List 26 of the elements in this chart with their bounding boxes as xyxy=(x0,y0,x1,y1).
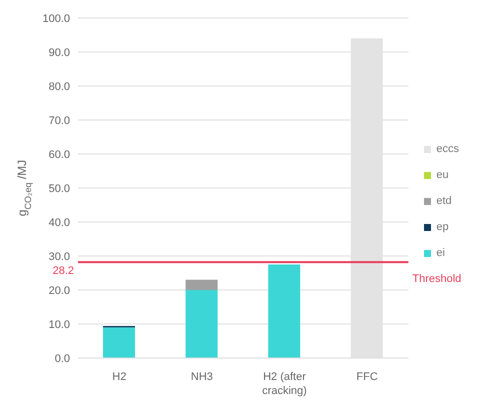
x-tick-label: H2 xyxy=(112,371,126,383)
y-tick-label: 90.0 xyxy=(48,46,70,59)
x-tick-label: NH3 xyxy=(190,371,213,383)
y-tick-label: 0.0 xyxy=(54,352,70,365)
x-tick-label: H2 (after cracking) xyxy=(262,371,307,397)
bar xyxy=(186,290,218,358)
legend-label: ep xyxy=(436,221,449,233)
text: 28.2 xyxy=(52,265,74,278)
y-tick-label: 50.0 xyxy=(48,182,70,195)
y-tick-label: 80.0 xyxy=(48,80,70,93)
bar xyxy=(103,327,135,358)
y-tick-label: 30.0 xyxy=(48,250,70,263)
y-tick-label: 60.0 xyxy=(48,148,70,161)
y-tick-label: 70.0 xyxy=(48,114,70,127)
legend-label: eccs xyxy=(436,143,459,155)
y-tick-label: 20.0 xyxy=(48,284,70,297)
ref-line-label: Threshold xyxy=(412,273,462,286)
y-tick-label: 100.0 xyxy=(42,12,70,25)
x-tick-label: FFC xyxy=(356,371,378,383)
y-tick-label: 10.0 xyxy=(48,318,70,331)
bar xyxy=(186,280,218,290)
bar xyxy=(268,264,300,358)
legend-label: ei xyxy=(436,247,445,259)
y-tick-label: 40.0 xyxy=(48,216,70,229)
legend-label: etd xyxy=(436,195,452,207)
legend-label: eu xyxy=(436,169,449,181)
